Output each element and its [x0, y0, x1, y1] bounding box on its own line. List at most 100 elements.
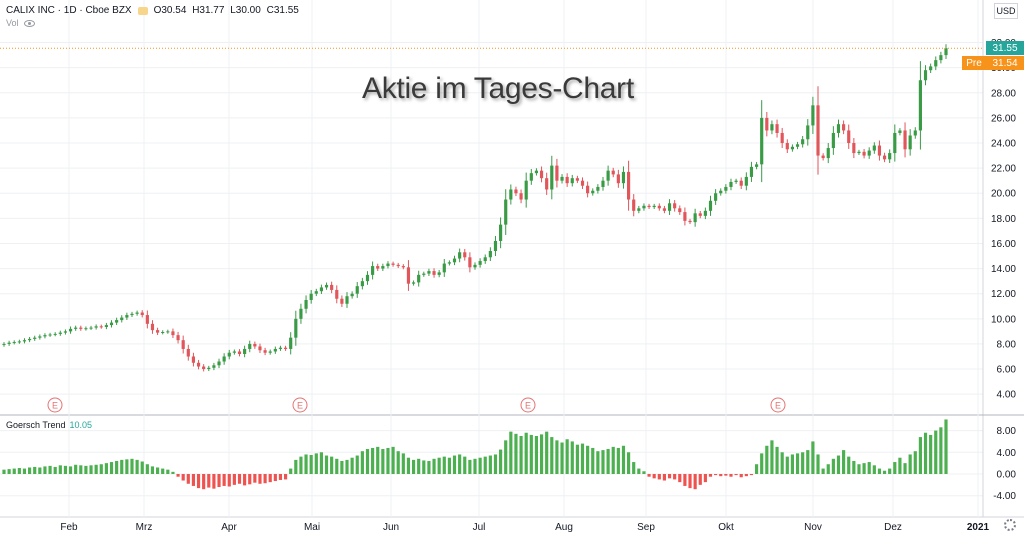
candle-body — [38, 336, 42, 338]
candle-body — [330, 284, 334, 290]
indicator-bar — [795, 453, 800, 474]
indicator-tick-label: 0.00 — [997, 470, 1017, 481]
candle-body — [191, 356, 196, 363]
indicator-bar — [248, 474, 252, 485]
indicator-bar — [58, 465, 62, 474]
indicator-bar — [314, 453, 318, 474]
indicator-bar — [330, 456, 334, 474]
close-value: C31.55 — [266, 5, 299, 16]
indicator-bar — [929, 434, 933, 474]
candle-body — [616, 174, 620, 184]
candle-body — [698, 213, 702, 216]
candle-body — [304, 299, 308, 309]
candle-body — [155, 330, 160, 333]
candle-body — [478, 261, 482, 265]
price-tick-label: 24.00 — [991, 139, 1016, 150]
candle-body — [923, 70, 928, 81]
volume-legend: Vol — [6, 18, 35, 28]
candle-body — [934, 60, 938, 67]
indicator-bar — [606, 449, 610, 474]
indicator-bar — [263, 474, 267, 484]
candle-body — [417, 274, 421, 283]
candle-body — [207, 367, 211, 370]
indicator-bar — [867, 462, 871, 474]
indicator-bar — [770, 440, 774, 474]
gear-icon[interactable] — [1004, 519, 1016, 531]
indicator-bar — [7, 469, 11, 474]
indicator-bar — [191, 474, 196, 486]
candle-body — [273, 348, 277, 352]
candle-body — [760, 117, 764, 165]
indicator-bar — [754, 464, 759, 474]
indicator-tick-label: -4.00 — [993, 491, 1016, 502]
indicator-bar — [89, 465, 93, 474]
indicator-bar — [652, 474, 656, 479]
candle-body — [79, 327, 83, 329]
candle-body — [667, 203, 672, 211]
indicator-bar — [872, 465, 876, 474]
earnings-marker-label: E — [52, 401, 58, 411]
candle-body — [929, 66, 933, 71]
candle-body — [877, 145, 882, 156]
indicator-bar — [340, 460, 344, 474]
candle-body — [365, 274, 370, 282]
time-tick-label: Dez — [884, 522, 902, 533]
indicator-bar — [299, 456, 303, 474]
indicator-bar — [775, 446, 779, 474]
indicator-bar — [28, 467, 32, 474]
chart-title-watermark: Aktie im Tages-Chart — [362, 72, 634, 105]
candle-body — [703, 210, 707, 216]
candle-body — [253, 343, 257, 347]
earnings-marker-label: E — [775, 401, 781, 411]
indicator-bar — [539, 434, 544, 474]
indicator-bar — [273, 474, 277, 482]
candle-body — [89, 327, 93, 329]
candle-body — [289, 337, 293, 349]
candle-body — [606, 170, 610, 181]
time-tick-label: Apr — [221, 522, 237, 533]
indicator-bar — [673, 474, 677, 480]
price-tick-label: 6.00 — [997, 365, 1017, 376]
candle-body — [130, 313, 134, 316]
indicator-bar — [483, 456, 487, 474]
candle-body — [99, 326, 103, 328]
price-tick-label: 4.00 — [997, 390, 1017, 401]
indicator-bar — [422, 460, 426, 474]
candle-body — [140, 312, 144, 316]
indicator-bar — [365, 449, 370, 474]
candle-body — [324, 284, 329, 288]
indicator-bar — [908, 454, 912, 474]
candle-body — [734, 180, 738, 182]
indicator-bar — [432, 458, 436, 474]
indicator-bar — [877, 468, 882, 474]
indicator-bar — [601, 450, 605, 474]
indicator-bar — [43, 466, 47, 474]
indicator-bar — [381, 449, 385, 474]
candle-body — [939, 55, 943, 61]
candle-body — [524, 180, 528, 200]
candle-body — [893, 132, 897, 154]
earnings-marker — [47, 397, 63, 413]
currency-button[interactable]: USD — [994, 3, 1018, 19]
time-tick-label: Feb — [60, 522, 78, 533]
candle-body — [560, 176, 564, 181]
indicator-bar — [68, 466, 73, 474]
candle-body — [908, 135, 912, 150]
time-tick-label: 2021 — [967, 522, 990, 533]
candle-body — [427, 271, 431, 274]
candle-body — [411, 282, 416, 284]
indicator-name[interactable]: Goersch Trend — [6, 420, 66, 430]
indicator-bar — [115, 460, 119, 474]
candle-body — [550, 165, 554, 190]
indicator-bar — [591, 447, 595, 474]
pre-market-label: Pre — [962, 56, 986, 71]
indicator-bar — [309, 455, 313, 474]
candle-body — [371, 266, 375, 275]
candle-body — [135, 312, 139, 314]
eye-icon[interactable] — [23, 19, 35, 27]
candle-body — [355, 286, 359, 294]
candle-body — [529, 173, 533, 181]
symbol-label[interactable]: CALIX INC · 1D · Cboe BZX — [6, 5, 132, 16]
